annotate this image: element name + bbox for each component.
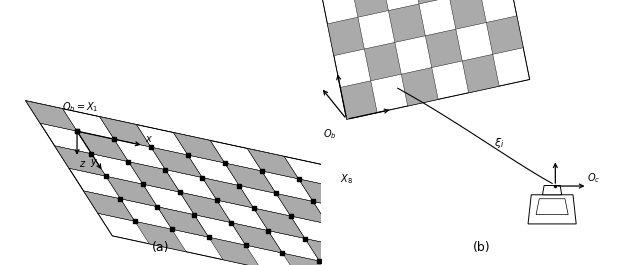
Polygon shape (202, 178, 254, 208)
Polygon shape (180, 192, 231, 223)
Polygon shape (26, 101, 393, 265)
Polygon shape (135, 221, 186, 252)
Polygon shape (462, 54, 499, 93)
Polygon shape (449, 0, 486, 29)
Text: $y$: $y$ (90, 157, 98, 169)
Polygon shape (225, 163, 276, 193)
Polygon shape (157, 207, 209, 237)
Polygon shape (55, 146, 106, 176)
Polygon shape (173, 132, 225, 163)
Polygon shape (365, 42, 401, 81)
Polygon shape (327, 224, 379, 254)
Polygon shape (379, 254, 430, 265)
Polygon shape (528, 195, 576, 224)
Polygon shape (276, 193, 327, 224)
Polygon shape (100, 117, 151, 147)
Polygon shape (180, 192, 231, 223)
Polygon shape (151, 147, 202, 178)
Polygon shape (106, 176, 157, 207)
Polygon shape (151, 147, 202, 178)
Polygon shape (26, 101, 77, 131)
Text: $z$: $z$ (78, 159, 86, 169)
Polygon shape (173, 132, 225, 163)
Polygon shape (388, 4, 426, 42)
Polygon shape (401, 68, 438, 106)
Polygon shape (128, 162, 180, 192)
Polygon shape (305, 238, 356, 265)
Polygon shape (299, 179, 350, 209)
Polygon shape (254, 208, 305, 238)
Text: (a): (a) (152, 241, 169, 254)
Polygon shape (247, 148, 299, 179)
Polygon shape (247, 148, 299, 179)
Polygon shape (83, 191, 135, 221)
Text: $O_b$$=$$X_1$: $O_b$$=$$X_1$ (62, 100, 98, 114)
Polygon shape (254, 208, 305, 238)
Polygon shape (231, 223, 282, 253)
Text: $O_c$: $O_c$ (587, 171, 601, 185)
Polygon shape (412, 0, 449, 4)
Polygon shape (327, 17, 365, 56)
Polygon shape (106, 176, 157, 207)
Polygon shape (77, 131, 128, 162)
Polygon shape (26, 101, 77, 131)
Polygon shape (321, 0, 530, 119)
Polygon shape (327, 224, 379, 254)
Polygon shape (276, 193, 327, 224)
Polygon shape (299, 179, 350, 209)
Polygon shape (209, 237, 260, 265)
Polygon shape (225, 163, 276, 193)
Text: $O_b$: $O_b$ (324, 127, 337, 141)
Polygon shape (426, 29, 462, 68)
Polygon shape (321, 164, 372, 195)
Polygon shape (83, 191, 135, 221)
Polygon shape (305, 238, 356, 265)
Polygon shape (77, 131, 128, 162)
Polygon shape (352, 0, 388, 17)
Polygon shape (55, 146, 106, 176)
Polygon shape (202, 178, 254, 208)
Polygon shape (340, 81, 377, 119)
Polygon shape (486, 16, 523, 54)
Polygon shape (350, 209, 401, 240)
Text: $x$: $x$ (145, 134, 153, 144)
Text: (b): (b) (473, 241, 490, 254)
Polygon shape (231, 223, 282, 253)
Polygon shape (536, 199, 568, 215)
Polygon shape (282, 253, 334, 265)
Polygon shape (542, 186, 562, 195)
Polygon shape (26, 101, 445, 265)
Text: $\xi_i$: $\xi_i$ (494, 136, 504, 150)
Polygon shape (100, 117, 151, 147)
Text: $X_8$: $X_8$ (340, 172, 353, 185)
Polygon shape (157, 207, 209, 237)
Polygon shape (128, 162, 180, 192)
